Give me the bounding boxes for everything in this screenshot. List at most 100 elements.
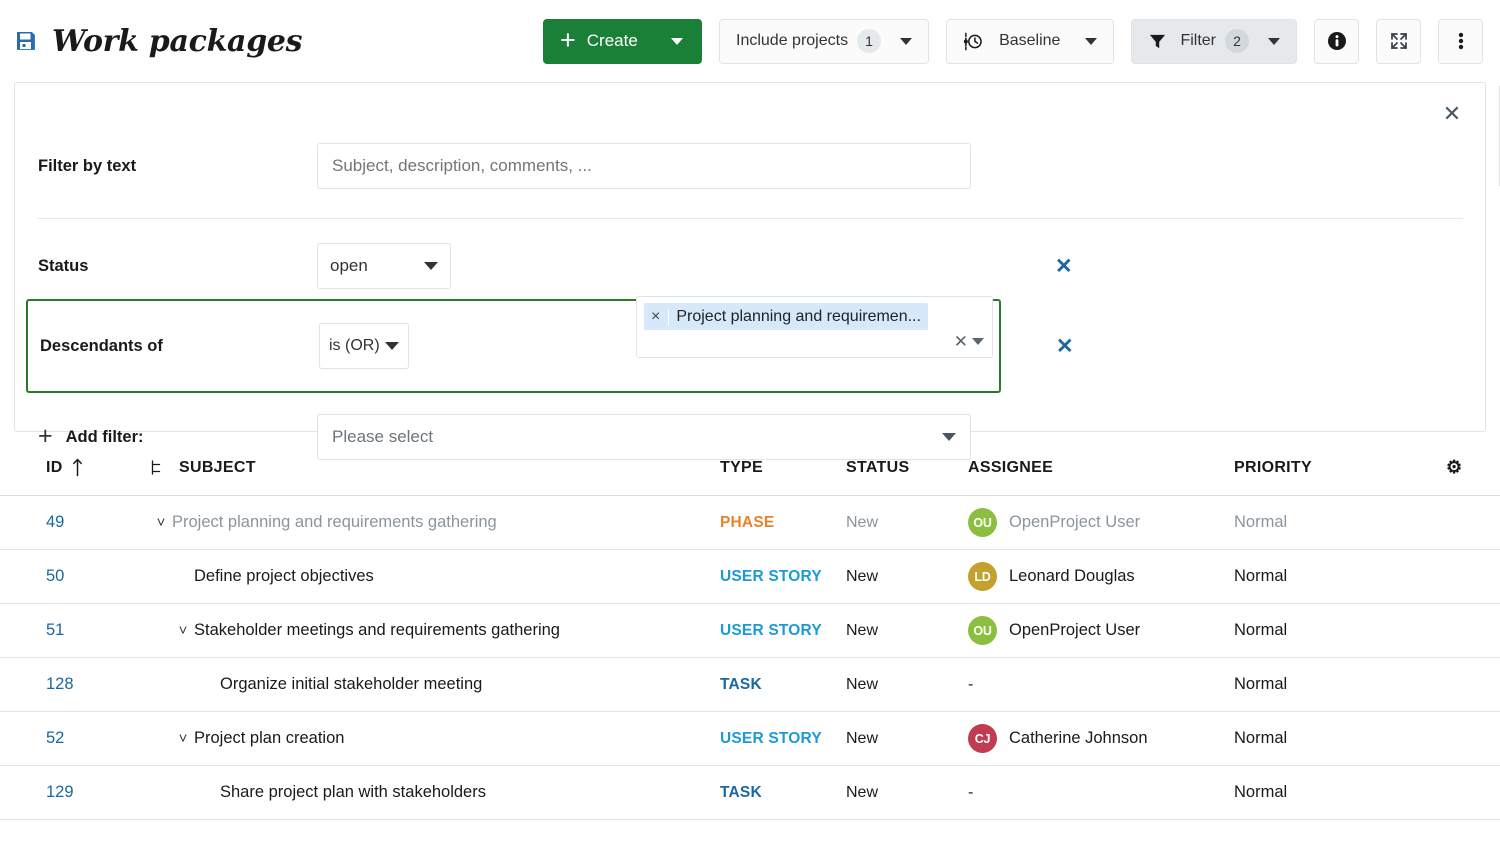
work-package-priority[interactable]: Normal xyxy=(1234,783,1288,801)
descendants-filter-label: Descendants of xyxy=(40,336,163,355)
filter-by-text-label: Filter by text xyxy=(38,156,137,175)
column-header-priority[interactable]: PRIORITY xyxy=(1234,458,1312,476)
work-package-type[interactable]: USER STORY xyxy=(720,621,822,639)
work-package-status[interactable]: New xyxy=(846,621,879,639)
work-package-type[interactable]: TASK xyxy=(720,783,762,801)
page-title: Work packages xyxy=(52,23,303,59)
work-package-status[interactable]: New xyxy=(846,675,879,693)
work-package-type[interactable]: PHASE xyxy=(720,513,775,531)
work-package-id-link[interactable]: 128 xyxy=(46,675,74,693)
gear-icon[interactable]: ⚙ xyxy=(1446,457,1463,477)
work-package-subject[interactable]: Share project plan with stakeholders xyxy=(220,783,486,801)
toolbar-actions: + Create Include projects 1 Baseline Fil… xyxy=(543,0,1486,82)
row-status-cell: New xyxy=(846,514,968,532)
row-assignee-cell: CJ Catherine Johnson xyxy=(968,724,1234,753)
work-package-subject[interactable]: Define project objectives xyxy=(194,567,374,585)
work-package-id-link[interactable]: 129 xyxy=(46,783,74,801)
row-subject-cell: ˅ Stakeholder meetings and requirements g… xyxy=(150,621,720,640)
row-subject-cell: Share project plan with stakeholders xyxy=(150,783,720,802)
collapse-chevron-icon[interactable]: ˅ xyxy=(156,514,166,531)
row-assignee-cell: LD Leonard Douglas xyxy=(968,562,1234,591)
work-package-priority[interactable]: Normal xyxy=(1234,567,1288,585)
assignee-empty: - xyxy=(968,675,974,693)
save-disk-icon[interactable] xyxy=(14,29,38,53)
table-row[interactable]: 50 Define project objectives USER STORY New… xyxy=(0,550,1500,604)
row-status-cell: New xyxy=(846,622,968,640)
token-actions: ✕ xyxy=(954,333,984,350)
work-packages-table: ID SUBJECT TYPE STATUS ASSIGNEE PRIORITY… xyxy=(0,440,1500,820)
table-row[interactable]: 129 Share project plan with stakeholders T… xyxy=(0,766,1500,820)
work-package-priority[interactable]: Normal xyxy=(1234,675,1288,693)
filter-row-add: + Add filter: Please select xyxy=(15,414,1485,460)
info-button[interactable] xyxy=(1314,18,1359,64)
work-package-id-link[interactable]: 50 xyxy=(46,567,65,585)
add-filter-select[interactable]: Please select xyxy=(317,414,971,460)
table-row[interactable]: 52 ˅ Project plan creation USER STORY New CJ C… xyxy=(0,712,1500,766)
row-id-cell: 49 xyxy=(14,513,150,532)
descendants-operator-select[interactable]: is (OR) xyxy=(319,323,409,369)
work-package-type[interactable]: USER STORY xyxy=(720,729,822,747)
table-row[interactable]: 128 Organize initial stakeholder meeting T… xyxy=(0,658,1500,712)
table-header-row: ID SUBJECT TYPE STATUS ASSIGNEE PRIORITY… xyxy=(0,440,1500,496)
column-header-id[interactable]: ID xyxy=(14,458,150,477)
work-package-priority[interactable]: Normal xyxy=(1234,729,1288,747)
create-button[interactable]: + Create xyxy=(543,18,702,64)
row-priority-cell: Normal xyxy=(1234,675,1424,694)
column-header-settings[interactable]: ⚙ xyxy=(1424,457,1500,478)
table-body: 49 ˅ Project planning and requirements gat… xyxy=(0,496,1500,820)
work-package-id-link[interactable]: 51 xyxy=(46,621,65,639)
work-package-status[interactable]: New xyxy=(846,513,879,531)
clear-selection-icon[interactable]: ✕ xyxy=(953,332,968,351)
status-select[interactable]: open xyxy=(317,243,451,289)
column-header-type[interactable]: TYPE xyxy=(720,458,763,476)
chevron-down-icon[interactable] xyxy=(972,338,984,345)
row-priority-cell: Normal xyxy=(1234,513,1424,532)
avatar: CJ xyxy=(968,724,997,753)
close-icon[interactable]: ✕ xyxy=(1442,101,1462,126)
add-filter-control: Please select xyxy=(317,414,971,460)
work-package-status[interactable]: New xyxy=(846,567,879,585)
chevron-down-icon[interactable] xyxy=(900,37,913,45)
work-package-priority[interactable]: Normal xyxy=(1234,621,1288,639)
chevron-down-icon[interactable] xyxy=(1085,37,1098,45)
row-subject-cell: ˅ Project planning and requirements gathe… xyxy=(150,513,720,532)
table-row[interactable]: 51 ˅ Stakeholder meetings and requirements… xyxy=(0,604,1500,658)
status-select-value: open xyxy=(330,256,368,275)
filter-button[interactable]: Filter 2 xyxy=(1131,18,1297,64)
work-package-status[interactable]: New xyxy=(846,729,879,747)
token-remove-icon[interactable]: × xyxy=(644,308,670,325)
work-package-status[interactable]: New xyxy=(846,783,879,801)
chevron-down-icon xyxy=(424,262,438,270)
include-projects-button[interactable]: Include projects 1 xyxy=(719,18,930,64)
add-filter-value: Please select xyxy=(332,427,434,446)
chevron-down-icon[interactable] xyxy=(1268,37,1280,45)
search-input[interactable] xyxy=(317,143,971,189)
descendants-value-box[interactable]: × Project planning and requiremen... ✕ xyxy=(636,296,993,358)
work-package-priority[interactable]: Normal xyxy=(1234,513,1288,531)
fullscreen-button[interactable] xyxy=(1376,18,1421,64)
descendants-operator-value: is (OR) xyxy=(329,337,380,354)
more-options-button[interactable] xyxy=(1438,18,1483,64)
chevron-down-icon[interactable] xyxy=(671,37,683,45)
work-package-subject[interactable]: Organize initial stakeholder meeting xyxy=(220,675,483,693)
filter-panel: ✕ Filter by text Status open ✕ Descendan… xyxy=(14,82,1486,460)
work-package-type[interactable]: USER STORY xyxy=(720,567,822,585)
status-filter-label: Status xyxy=(38,256,89,275)
work-package-id-link[interactable]: 52 xyxy=(46,729,65,747)
remove-status-filter-button[interactable]: ✕ xyxy=(1055,254,1073,278)
table-row[interactable]: 49 ˅ Project planning and requirements gat… xyxy=(0,496,1500,550)
collapse-chevron-icon[interactable]: ˅ xyxy=(178,622,188,639)
work-package-type[interactable]: TASK xyxy=(720,675,762,693)
filter-row-status: Status open ✕ xyxy=(15,243,1485,289)
column-header-status[interactable]: STATUS xyxy=(846,458,910,476)
remove-descendants-filter-button[interactable]: ✕ xyxy=(1056,334,1074,358)
work-package-subject[interactable]: Project plan creation xyxy=(194,729,345,747)
column-header-subject[interactable]: SUBJECT xyxy=(150,459,720,477)
work-package-id-link[interactable]: 49 xyxy=(46,513,65,531)
collapse-chevron-icon[interactable]: ˅ xyxy=(178,730,188,747)
column-header-assignee[interactable]: ASSIGNEE xyxy=(968,458,1054,476)
baseline-button[interactable]: Baseline xyxy=(946,18,1115,64)
work-package-subject[interactable]: Stakeholder meetings and requirements ga… xyxy=(194,621,560,639)
panel-divider xyxy=(37,218,1463,219)
work-package-subject[interactable]: Project planning and requirements gather… xyxy=(172,513,497,531)
